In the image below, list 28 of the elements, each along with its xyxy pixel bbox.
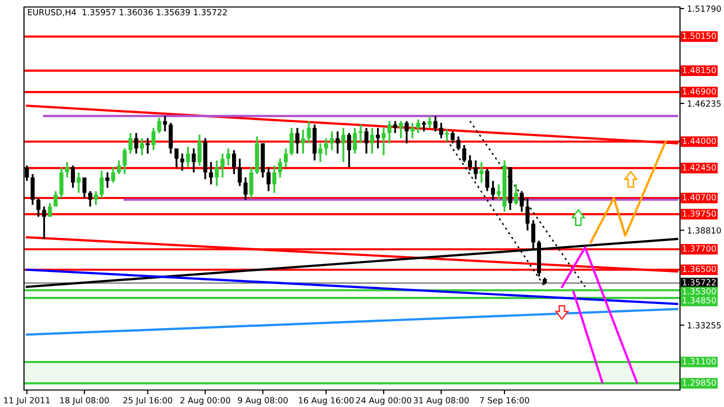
ref-line-label: 1.40700 bbox=[682, 194, 716, 200]
ref-line-label: 1.35300 bbox=[682, 288, 716, 294]
y-tick-label: 1.46235 bbox=[688, 100, 721, 107]
ref-line-label: 1.42450 bbox=[682, 164, 716, 171]
ref-line-label: 1.34850 bbox=[682, 297, 716, 304]
x-tick-label: 18 Jul 08:00 bbox=[60, 396, 109, 405]
x-tick-label: 7 Sep 16:00 bbox=[480, 397, 530, 406]
ref-line-label: 1.31100 bbox=[682, 358, 716, 364]
ref-line-label: 1.48150 bbox=[682, 66, 716, 74]
ref-line-label: 1.35722 bbox=[682, 279, 716, 286]
ref-line-label: 1.36500 bbox=[682, 266, 716, 272]
x-tick-label: 11 Jul 2011 bbox=[4, 396, 50, 405]
ref-line-label: 1.37700 bbox=[682, 245, 716, 252]
ref-line-label: 1.46900 bbox=[682, 88, 716, 94]
ref-line-label: 1.29850 bbox=[682, 379, 716, 386]
ref-line-label: 1.39750 bbox=[682, 210, 716, 217]
x-tick-label: 16 Aug 16:00 bbox=[298, 397, 354, 406]
y-tick-label: 1.33255 bbox=[688, 322, 721, 328]
chart-title: EURUSD,H4 1.35957 1.36036 1.35639 1.35722 bbox=[28, 9, 227, 16]
x-tick-label: 31 Aug 08:00 bbox=[414, 397, 469, 406]
x-tick-label: 24 Aug 00:00 bbox=[356, 397, 412, 406]
x-tick-label: 9 Aug 08:00 bbox=[238, 397, 288, 406]
ref-line-label: 1.44000 bbox=[682, 138, 716, 144]
x-tick-label: 2 Aug 00:00 bbox=[180, 397, 230, 406]
x-tick-label: 25 Jul 16:00 bbox=[123, 396, 172, 405]
y-tick-label: 1.38810 bbox=[688, 227, 721, 234]
ref-line-label: 1.50150 bbox=[682, 32, 716, 39]
y-tick-label: 1.51790 bbox=[688, 6, 721, 12]
